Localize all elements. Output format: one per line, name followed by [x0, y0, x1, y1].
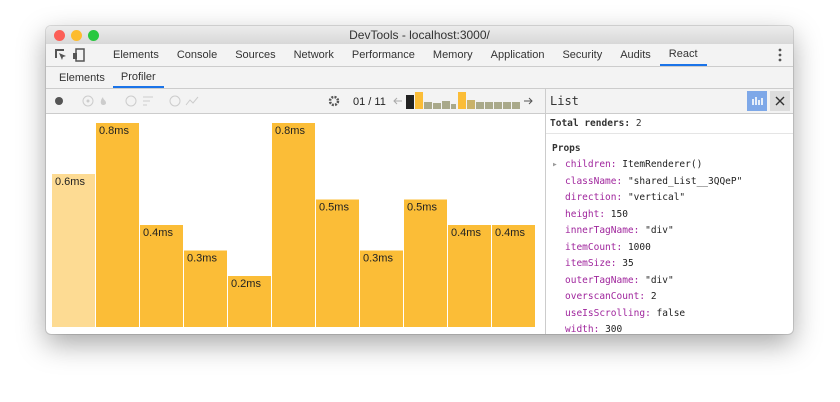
minimize-button[interactable] [71, 30, 82, 41]
prop-value: "div" [645, 225, 674, 236]
prop-value: 1000 [627, 241, 651, 253]
bar-label: 0.8ms [99, 125, 129, 137]
tab[interactable]: React [659, 44, 707, 66]
tab[interactable]: Application [490, 49, 545, 61]
window-title: DevTools - localhost:3000/ [349, 28, 490, 42]
bar-label: 0.8ms [275, 125, 305, 137]
menu-icon[interactable] [775, 44, 785, 66]
bar[interactable] [228, 276, 271, 327]
zoom-button[interactable] [88, 30, 99, 41]
bar-label: 0.2ms [231, 278, 261, 290]
prop-value: "vertical" [627, 192, 686, 203]
tab[interactable]: Sources [235, 49, 276, 61]
tabs: Elements Console Sources Network Performance… [104, 44, 707, 66]
prop-value: 35 [622, 258, 634, 269]
prop-row: useIsScrolling: false [546, 306, 793, 323]
subtab-bar: Elements Profiler [46, 67, 793, 89]
prop-value: "div" [645, 274, 674, 286]
inspect-icons[interactable] [52, 44, 92, 66]
tab[interactable]: Security [562, 49, 603, 61]
prop-name: height: [565, 208, 606, 220]
prop-row: outerTagName: "div" [546, 273, 793, 290]
bar[interactable] [52, 174, 95, 327]
prop-name: itemCount: [565, 241, 623, 253]
subtab[interactable]: Elements [59, 72, 105, 84]
bar-label: 0.5ms [407, 202, 437, 214]
tab[interactable]: Network [293, 49, 334, 61]
props-list: ▸ children: ItemRenderer() className: "sha… [546, 157, 793, 334]
bar[interactable] [184, 250, 227, 328]
prop-name: innerTagName: [565, 225, 640, 236]
close-button[interactable] [54, 30, 65, 41]
prop-name: useIsScrolling: [565, 307, 651, 319]
prop-name: overscanCount: [565, 291, 646, 302]
bar-label: 0.3ms [363, 253, 393, 265]
bar-label: 0.4ms [143, 227, 173, 239]
bar[interactable] [316, 199, 359, 328]
prop-row: className: "shared_List__3QQeP" [546, 174, 793, 191]
panel-header: List [546, 89, 793, 114]
prop-value: 150 [610, 208, 628, 220]
panel-title: List [550, 94, 579, 108]
bar[interactable] [404, 199, 447, 328]
prop-name: direction: [565, 192, 623, 203]
prop-name: width: [565, 324, 600, 334]
prop-row: height: 150 [546, 207, 793, 224]
bar-label: 0.6ms [55, 176, 85, 188]
prop-row: direction: "vertical" [546, 190, 793, 207]
bar-label: 0.5ms [319, 202, 349, 214]
title-bar: DevTools - localhost:3000/ [46, 26, 793, 44]
prop-name: itemSize: [565, 258, 617, 269]
tab[interactable]: Elements [113, 49, 159, 61]
total-renders-label: Total renders: [550, 118, 631, 129]
side-panel: List Total renders: 2 Props ▸ children: I… [545, 89, 793, 334]
bar[interactable] [96, 123, 139, 327]
tab[interactable]: Audits [620, 49, 651, 61]
prop-row: width: 300 [546, 322, 793, 334]
commit-counter: 01 / 11 [353, 96, 386, 108]
devtools-window: DevTools - localhost:3000/ Elements Conso… [46, 26, 793, 334]
bar-label: 0.4ms [451, 227, 481, 239]
props-heading: Props [552, 143, 581, 154]
bar[interactable] [140, 225, 183, 327]
prop-row: overscanCount: 2 [546, 289, 793, 306]
close-panel-button[interactable] [770, 91, 790, 111]
prop-value: 2 [650, 291, 657, 302]
expand-arrow[interactable]: ▸ [552, 159, 558, 170]
prop-value: "shared_List__3QQeP" [627, 175, 743, 187]
prop-value: false [656, 307, 686, 319]
profiler-toolbar: 01 / 11 [46, 89, 545, 114]
toolbar-icons: 01 / 11 [55, 92, 533, 109]
prop-name: className: [565, 175, 623, 187]
total-renders: Total renders: 2 [546, 114, 793, 134]
tab[interactable]: Performance [351, 49, 415, 61]
prop-name: outerTagName: [565, 274, 640, 286]
tab[interactable]: Console [176, 49, 218, 61]
prop-value: ItemRenderer() [622, 159, 703, 170]
bar[interactable] [448, 225, 491, 327]
flame-chart: 0.6ms 0.8ms 0.4ms 0.3ms 0.2ms 0.8ms 0.5ms 0.3ms… [46, 114, 545, 334]
subtab[interactable]: Profiler [112, 67, 164, 88]
prop-value: 300 [605, 324, 623, 334]
tab-bar: Elements Console Sources Network Performance… [46, 44, 793, 67]
prop-row: innerTagName: "div" [546, 223, 793, 240]
tab[interactable]: Memory [432, 49, 473, 61]
bar-label: 0.4ms [495, 227, 525, 239]
bar[interactable] [272, 123, 315, 327]
commit-bar-chart: 0.6ms 0.8ms 0.4ms 0.3ms 0.2ms 0.8ms 0.5ms 0.3ms… [52, 123, 535, 328]
chart-toggle-button[interactable] [747, 91, 767, 111]
prop-row: itemSize: 35 [546, 256, 793, 273]
bar[interactable] [492, 225, 535, 327]
prop-row: ▸ children: ItemRenderer() [546, 157, 793, 174]
bar[interactable] [360, 250, 403, 328]
total-renders-value: 2 [635, 118, 642, 129]
bar-label: 0.3ms [187, 253, 217, 265]
prop-name: children: [565, 159, 617, 170]
prop-row: itemCount: 1000 [546, 240, 793, 257]
